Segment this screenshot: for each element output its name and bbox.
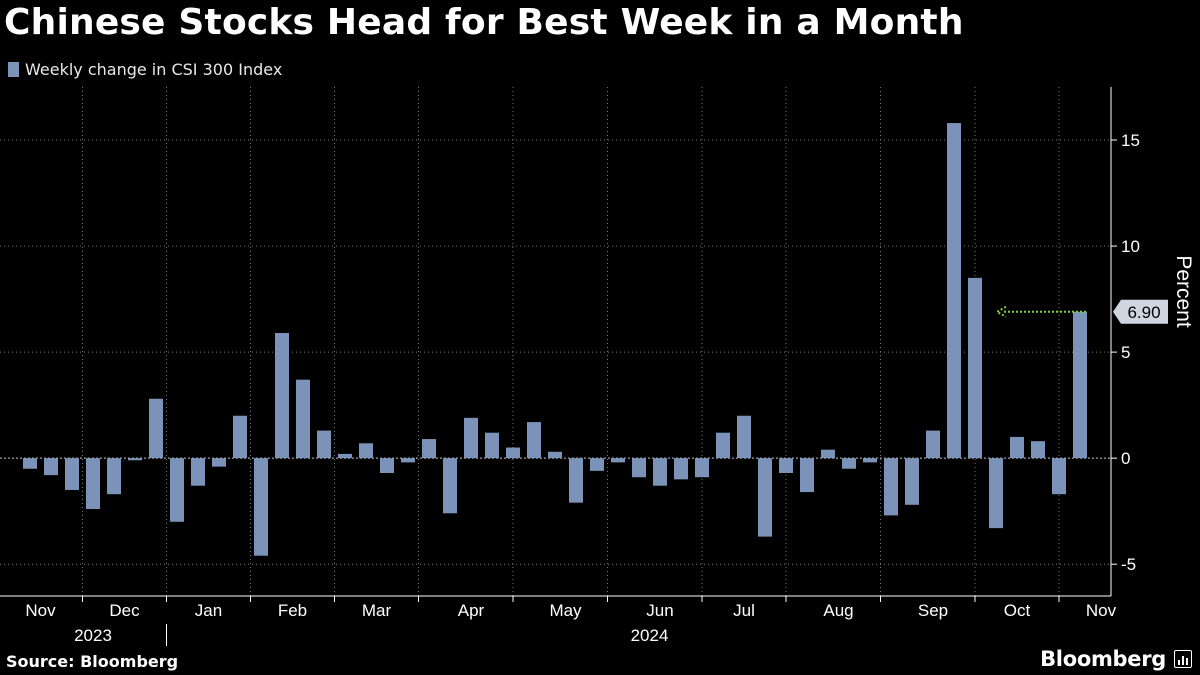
bar <box>107 458 121 495</box>
x-tick-label: Dec <box>109 601 140 620</box>
bar <box>863 458 877 463</box>
bar <box>611 458 625 463</box>
bar <box>128 458 142 461</box>
bar <box>422 439 436 459</box>
y-axis-title: Percent <box>1172 255 1195 328</box>
bar <box>905 458 919 505</box>
bar <box>527 422 541 459</box>
bar <box>212 458 226 467</box>
bar <box>44 458 58 476</box>
bar <box>149 398 163 459</box>
bar <box>800 458 814 493</box>
y-tick-label: -5 <box>1121 555 1136 574</box>
bar <box>842 458 856 469</box>
bar <box>821 449 835 459</box>
x-tick-label: Jul <box>733 601 755 620</box>
x-tick-label: Mar <box>362 601 392 620</box>
bar <box>380 458 394 473</box>
bar <box>737 415 751 459</box>
bar <box>233 415 247 459</box>
y-tick-label: 0 <box>1121 449 1130 468</box>
bar <box>170 458 184 522</box>
bar <box>86 458 100 510</box>
y-axis-labels: -5 0 5 10 15 Percent <box>1121 131 1195 574</box>
bar <box>632 458 646 478</box>
bar <box>653 458 667 486</box>
bar <box>884 458 898 516</box>
y-tick-label: 15 <box>1121 131 1140 150</box>
bar <box>191 458 205 486</box>
year-label: 2024 <box>631 626 669 645</box>
legend-swatch <box>8 62 19 77</box>
bar <box>464 417 478 459</box>
bar <box>1052 458 1066 495</box>
x-tick-label: Jun <box>646 601 673 620</box>
bar <box>1073 311 1087 459</box>
x-tick-label: Apr <box>458 601 485 620</box>
bar <box>947 123 961 459</box>
bar <box>65 458 79 490</box>
bar <box>359 443 373 459</box>
bar <box>401 458 415 463</box>
bloomberg-chart-icon <box>1174 650 1192 668</box>
bar <box>779 458 793 473</box>
axes <box>0 87 1117 646</box>
bar <box>548 451 562 459</box>
y-tick-label: 10 <box>1121 237 1140 256</box>
bar <box>23 458 37 469</box>
bar <box>275 333 289 459</box>
x-tick-label: Oct <box>1004 601 1031 620</box>
x-tick-label: Jan <box>195 601 222 620</box>
bar <box>1031 441 1045 459</box>
annotation: 6.90 <box>994 299 1168 324</box>
brand-logo: Bloomberg <box>1040 647 1166 671</box>
bar <box>569 458 583 503</box>
bars <box>23 123 1087 556</box>
x-tick-label: Aug <box>823 601 853 620</box>
bar <box>674 458 688 480</box>
bar <box>695 458 709 478</box>
x-tick-label: Nov <box>1086 601 1117 620</box>
gridlines <box>0 87 1111 596</box>
bar <box>254 458 268 556</box>
bar <box>485 432 499 459</box>
legend: Weekly change in CSI 300 Index <box>8 60 282 79</box>
x-tick-label: Feb <box>278 601 307 620</box>
value-tag <box>1113 299 1168 324</box>
x-axis-labels: Nov Dec Jan Feb Mar Apr May Jun Jul Aug Sep Oct Nov 2… <box>25 601 1116 645</box>
bar <box>317 430 331 459</box>
bar <box>1010 436 1024 459</box>
bar <box>590 458 604 471</box>
x-tick-label: May <box>549 601 582 620</box>
bar <box>338 453 352 459</box>
source-note: Source: Bloomberg <box>6 652 179 671</box>
bar <box>989 458 1003 529</box>
value-tag-label: 6.90 <box>1127 303 1160 322</box>
bar <box>506 447 520 459</box>
bar <box>758 458 772 537</box>
bar <box>968 277 982 459</box>
bar <box>926 430 940 459</box>
year-label: 2023 <box>74 626 112 645</box>
y-tick-label: 5 <box>1121 343 1130 362</box>
x-tick-label: Sep <box>918 601 948 620</box>
bar <box>443 458 457 514</box>
bar <box>296 379 310 459</box>
x-tick-label: Nov <box>25 601 56 620</box>
bar <box>716 432 730 459</box>
annotation-arrowhead <box>994 305 1007 318</box>
legend-label: Weekly change in CSI 300 Index <box>25 60 283 79</box>
chart-title: Chinese Stocks Head for Best Week in a M… <box>4 2 964 43</box>
